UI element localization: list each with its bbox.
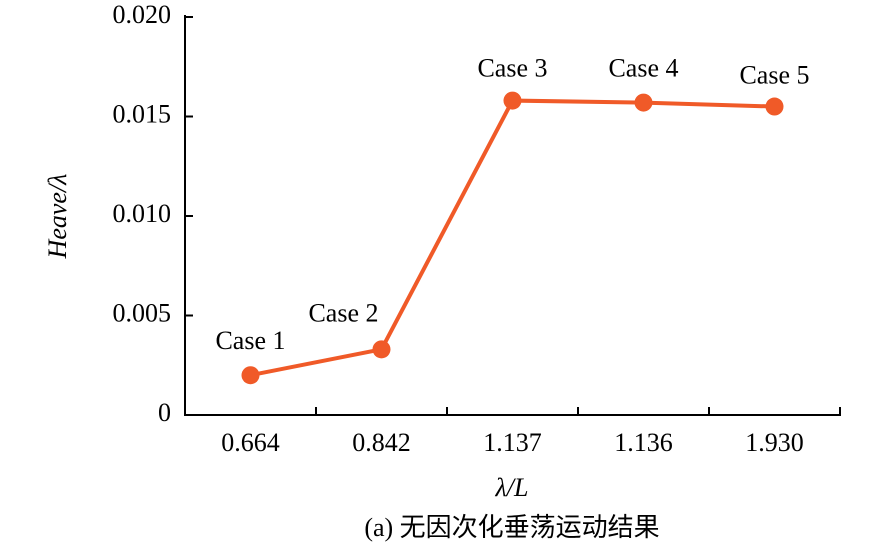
caption: (a) 无因次化垂荡运动结果 [364, 513, 659, 542]
marker [372, 340, 391, 359]
x-tick-label: 1.930 [745, 428, 804, 457]
point-label: Case 3 [477, 54, 547, 83]
point-label: Case 5 [739, 61, 809, 90]
y-tick-label: 0.005 [113, 298, 172, 327]
y-tick-label: 0.010 [113, 199, 172, 228]
y-tick-label: 0 [158, 398, 171, 427]
line [250, 98, 775, 378]
point-label: Case 2 [308, 298, 378, 327]
marker [765, 97, 784, 116]
marker [503, 91, 522, 110]
x-tick-label: 1.136 [614, 428, 673, 457]
point-label: Case 4 [608, 54, 678, 83]
y-tick-label: 0.015 [113, 99, 172, 128]
x-tick-label: 0.842 [352, 428, 411, 457]
x-tick-label: 1.137 [483, 428, 542, 457]
y-axis-label: Heave/λ [43, 174, 72, 260]
point-label: Case 1 [215, 326, 285, 355]
x-tick-label: 0.664 [221, 428, 280, 457]
marker [634, 93, 653, 112]
x-axis-label: λ/L [495, 473, 529, 502]
marker [241, 366, 260, 385]
y-tick-label: 0.020 [113, 0, 172, 29]
